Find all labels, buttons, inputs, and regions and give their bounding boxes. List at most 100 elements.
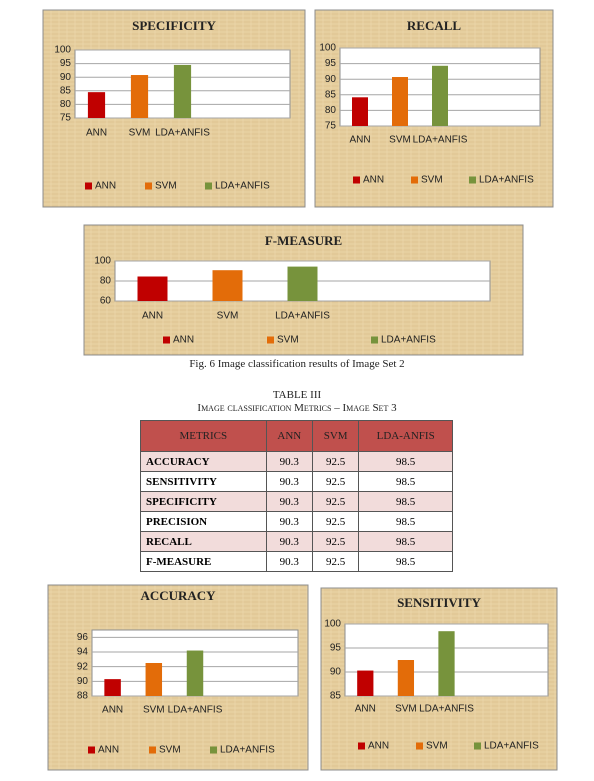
legend-swatch: [145, 182, 152, 190]
x-tick-label: ANN: [142, 311, 163, 322]
x-tick-label: ANN: [355, 704, 376, 715]
x-tick-label: LDA+ANFIS: [155, 128, 210, 139]
table-row: RECALL 90.3 92.5 98.5: [140, 531, 453, 552]
table-cell: 98.5: [358, 471, 453, 492]
y-tick-label: 100: [324, 619, 341, 630]
legend-label: LDA+ANFIS: [484, 741, 539, 752]
legend-swatch: [163, 336, 170, 344]
legend-swatch: [210, 746, 217, 754]
table-title: Image classification Metrics – Image Set…: [197, 402, 397, 414]
legend-label: ANN: [368, 741, 389, 752]
y-tick-label: 85: [60, 85, 72, 96]
y-tick-label: 95: [325, 58, 337, 69]
bar: [186, 650, 204, 696]
table-cell: PRECISION: [140, 511, 267, 532]
bar: [173, 64, 192, 118]
metrics-table: METRICS ANN SVM LDA-ANFIS ACCURACY 90.3 92.5 98…: [140, 420, 453, 572]
legend-label: ANN: [98, 745, 119, 756]
table-cell: 90.3: [265, 531, 313, 552]
y-tick-label: 75: [60, 113, 72, 124]
chart-title: ACCURACY: [140, 588, 216, 603]
y-tick-label: 80: [100, 276, 112, 287]
table-cell: 98.5: [358, 531, 453, 552]
legend-label: LDA+ANFIS: [479, 175, 534, 186]
y-tick-label: 75: [325, 121, 337, 132]
table-cell: 90.3: [265, 451, 313, 472]
legend-swatch: [474, 742, 481, 750]
table-row: F-MEASURE 90.3 92.5 98.5: [140, 551, 453, 572]
table-cell: 92.5: [311, 471, 360, 492]
legend-label: ANN: [173, 335, 194, 346]
x-tick-label: SVM: [143, 705, 165, 716]
legend-swatch: [469, 176, 476, 184]
legend-label: ANN: [95, 181, 116, 192]
y-tick-label: 60: [100, 296, 112, 307]
table-cell: 92.5: [311, 451, 360, 472]
y-tick-label: 100: [54, 45, 71, 56]
bar: [287, 266, 318, 301]
table-row: SPECIFICITY 90.3 92.5 98.5: [140, 491, 453, 512]
legend-swatch: [85, 182, 92, 190]
x-tick-label: SVM: [395, 704, 417, 715]
x-tick-label: LDA+ANFIS: [168, 705, 223, 716]
table-cell: 98.5: [358, 451, 453, 472]
legend-swatch: [88, 746, 95, 754]
y-tick-label: 80: [60, 99, 72, 110]
bar: [145, 663, 163, 696]
table-label: TABLE III: [272, 389, 322, 401]
table-row: ACCURACY 90.3 92.5 98.5: [140, 451, 453, 472]
table-header-cell: LDA-ANFIS: [358, 420, 453, 452]
bar: [392, 77, 408, 126]
bar: [352, 97, 368, 126]
x-tick-label: SVM: [217, 311, 239, 322]
x-tick-label: ANN: [102, 705, 123, 716]
y-tick-label: 85: [325, 89, 337, 100]
y-tick-label: 90: [325, 74, 337, 85]
chart-title: RECALL: [407, 18, 462, 33]
table-cell: 98.5: [358, 491, 453, 512]
y-tick-label: 90: [60, 72, 72, 83]
table-cell: 90.3: [265, 511, 313, 532]
legend-swatch: [371, 336, 378, 344]
bar: [212, 270, 243, 301]
table-cell: 90.3: [265, 551, 313, 572]
table-header-row: METRICS ANN SVM LDA-ANFIS: [140, 420, 453, 452]
table-cell: 92.5: [311, 551, 360, 572]
y-tick-label: 100: [319, 43, 336, 54]
x-tick-label: ANN: [86, 128, 107, 139]
legend-swatch: [358, 742, 365, 750]
table-header-cell: ANN: [265, 420, 313, 452]
legend-label: ANN: [363, 175, 384, 186]
y-tick-label: 92: [77, 661, 89, 672]
legend-label: SVM: [426, 741, 448, 752]
table-row: PRECISION 90.3 92.5 98.5: [140, 511, 453, 532]
legend-label: SVM: [155, 181, 177, 192]
table-cell: F-MEASURE: [140, 551, 267, 572]
y-tick-label: 96: [77, 632, 89, 643]
table-cell: 98.5: [358, 511, 453, 532]
y-tick-label: 90: [330, 667, 342, 678]
legend-label: LDA+ANFIS: [215, 181, 270, 192]
table-cell: 92.5: [311, 491, 360, 512]
table-cell: 92.5: [311, 531, 360, 552]
table-header-cell: SVM: [311, 420, 360, 452]
x-tick-label: LDA+ANFIS: [413, 135, 468, 146]
bar: [137, 276, 168, 301]
x-tick-label: SVM: [129, 128, 151, 139]
bar: [432, 65, 448, 126]
legend-swatch: [411, 176, 418, 184]
table-cell: 92.5: [311, 511, 360, 532]
legend-label: LDA+ANFIS: [381, 335, 436, 346]
table-cell: ACCURACY: [140, 451, 267, 472]
legend-label: SVM: [421, 175, 443, 186]
legend-swatch: [353, 176, 360, 184]
legend-swatch: [205, 182, 212, 190]
bar: [357, 670, 374, 696]
bar: [87, 92, 106, 118]
figure-caption: Fig. 6 Image classification results of I…: [189, 358, 405, 370]
bar: [130, 75, 149, 118]
x-tick-label: LDA+ANFIS: [419, 704, 474, 715]
table-cell: SENSITIVITY: [140, 471, 267, 492]
